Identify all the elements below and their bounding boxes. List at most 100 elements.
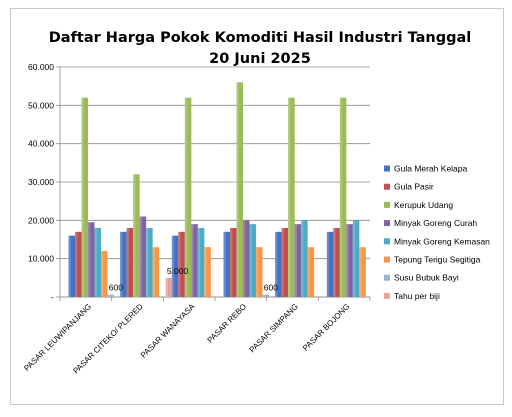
bar-fill [339,97,347,298]
bar [126,228,134,297]
bar [81,97,88,298]
bar-highlight [249,224,252,297]
bar-highlight [68,235,71,297]
legend-item: Susu Bubuk Bayi [384,273,459,283]
bar [281,228,289,297]
chart-subtitle: 20 Juni 2025 [209,51,311,67]
bar [191,224,198,297]
legend-item: Gula Pasir [384,182,434,192]
bar-fill [281,228,289,297]
plot-area: - 10.000 20.000 30.000 40.000 50.000 60.000 600… [22,62,371,376]
bar-fill [262,294,269,297]
bar-fill [126,228,134,297]
bar-fill [294,224,302,297]
legend-item: Minyak Goreng Curah [384,218,477,228]
data-label: 600 [264,283,278,293]
bar [346,224,353,297]
bar [94,228,101,297]
bar-fill [288,97,295,298]
bar-fill [326,231,334,297]
legend-swatch [384,183,390,190]
bar [101,251,108,297]
bar-highlight [223,231,226,297]
bar-highlight [101,251,104,297]
y-tick-label: 40.000 [28,139,54,149]
category-label: PASAR WANAYASA [139,302,197,360]
bar-fill [81,97,88,298]
bar-highlight [94,228,97,297]
bar-fill [171,235,179,297]
bar-fill [236,82,243,297]
bar [171,235,179,297]
bar-fill [146,228,153,297]
bar-fill [256,247,263,297]
bar [333,228,340,297]
bar [165,277,173,297]
bar [326,231,334,297]
bar [197,228,205,297]
bar-highlight [88,222,91,297]
legend: Gula Merah Kelapa Gula Pasir Kerupuk Udang… [384,164,490,301]
bar-highlight [294,224,297,297]
bar-highlight [333,228,336,297]
legend-item: Kerupuk Udang [384,200,453,210]
category-label: PASAR SIMPANG [248,302,300,354]
bar [152,247,160,297]
legend-item: Minyak Goreng Kemasan [384,236,490,246]
bar-highlight [197,228,201,297]
legend-item: Tepung Terigu Segitiga [384,255,481,265]
bar [204,247,211,297]
bar-highlight [359,247,362,297]
bar-highlight [307,247,310,297]
bar-highlight [165,277,168,297]
bar-highlight [191,224,194,297]
legend-label: Minyak Goreng Curah [394,218,477,228]
bar [236,82,243,297]
bar [223,231,230,297]
bar-highlight [171,235,175,297]
bar-highlight [339,97,343,298]
legend-label: Susu Bubuk Bayi [394,273,459,283]
data-label: 5.000 [167,266,189,276]
bar-highlight [281,228,284,297]
bar [88,222,95,297]
bar [178,231,185,297]
bar [184,97,192,298]
bar-fill [223,231,230,297]
bar [107,294,114,297]
data-label: 600 [109,283,123,293]
bar-highlight [326,231,330,297]
bar-fill [75,231,82,297]
bar-fill [249,224,256,297]
bar-highlight [152,247,155,297]
bar-fill [301,220,308,297]
bar [120,231,127,297]
bar [352,220,360,297]
bar-highlight [133,174,136,297]
bar [256,247,263,297]
bar-highlight [75,231,78,297]
legend-label: Kerupuk Udang [394,200,453,210]
chart-frame [10,8,504,405]
legend-label: Tepung Terigu Segitiga [394,255,481,265]
bar-highlight [146,228,149,297]
bar [301,220,308,297]
bar-highlight [301,220,304,297]
bar [139,216,147,297]
bar-highlight [262,294,265,297]
legend-swatch [384,201,390,208]
legend-swatch [384,274,390,281]
bar-fill [165,277,173,297]
bar-highlight [184,97,188,298]
bar-fill [120,231,127,297]
y-tick-label: - [51,292,54,302]
category-label: PASAR REBO [206,302,249,345]
bar-fill [94,228,101,297]
bar [68,235,75,297]
bar-fill [178,231,185,297]
bar-fill [139,216,147,297]
bar-fill [352,220,360,297]
y-tick-label: 10.000 [28,254,54,264]
bar-fill [275,231,282,297]
